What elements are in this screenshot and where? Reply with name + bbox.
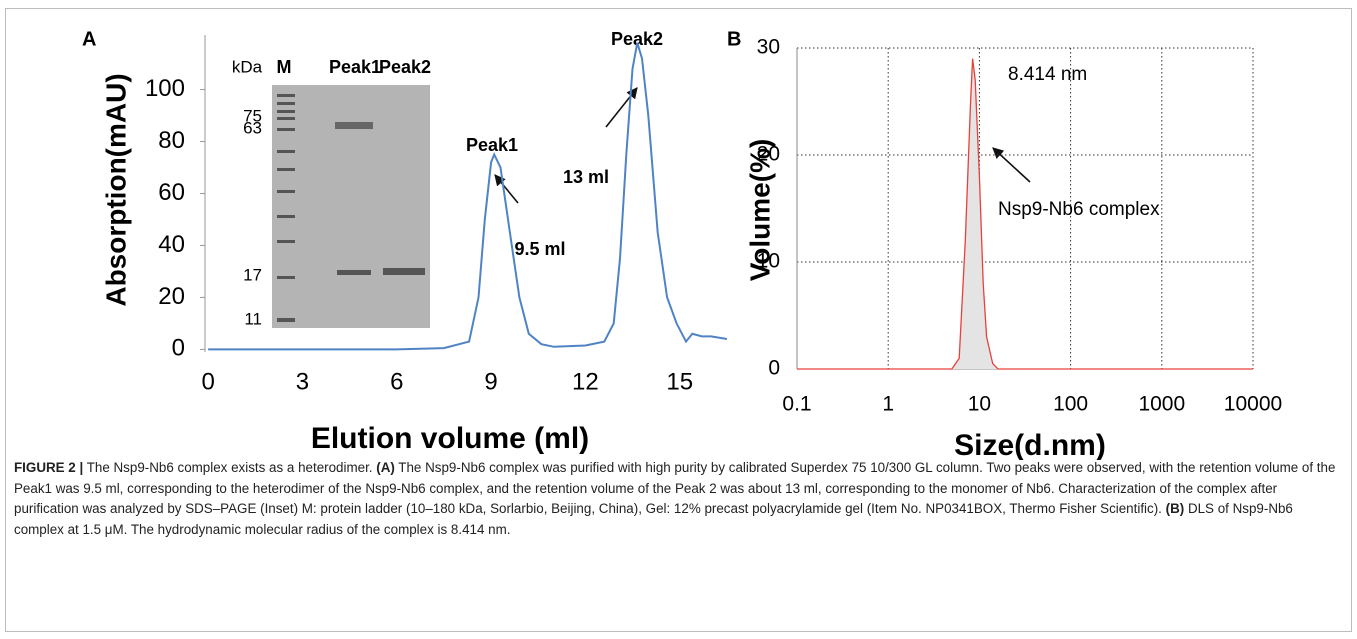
y-tick-label: 40 (158, 231, 185, 258)
y-tick-label: 20 (757, 143, 780, 166)
x-tick-label: 100 (1053, 393, 1088, 416)
x-tick-label: 15 (666, 368, 693, 395)
caption: FIGURE 2 | The Nsp9-Nb6 complex exists a… (14, 458, 1344, 540)
x-tick-label: 1 (882, 393, 894, 416)
gel-header: M (277, 57, 292, 77)
caption-text: DLS of Nsp9-Nb6 complex at 1.5 μM. The h… (14, 501, 1293, 537)
y-tick-label: 0 (172, 335, 185, 362)
gel-marker-label: 75 (243, 106, 262, 125)
x-tick-label: 1000 (1138, 393, 1185, 416)
y-tick-label: 10 (757, 250, 780, 273)
panel-label: A (82, 28, 96, 50)
caption-text: The Nsp9-Nb6 complex was purified with h… (14, 460, 1336, 516)
caption-text: (B) (1165, 501, 1185, 516)
x-axis-label: Size(d.nm) (954, 429, 1106, 460)
x-tick-label: 3 (296, 368, 309, 395)
y-tick-label: 60 (158, 179, 185, 206)
arrow (992, 147, 1031, 183)
gel-inset (272, 85, 430, 328)
x-tick-label: 9 (484, 368, 497, 395)
gel-header: Peak1 (329, 57, 381, 77)
annotation: 8.414 nm (1008, 64, 1087, 85)
gel-marker-label: 63 (243, 118, 262, 137)
caption-text: (A) (376, 460, 395, 475)
x-tick-label: 0 (201, 368, 214, 395)
x-axis-label: Elution volume (ml) (311, 422, 589, 455)
line (208, 42, 728, 351)
y-tick-label: 30 (757, 36, 780, 59)
x-tick-label: 10 (968, 393, 991, 416)
gel-marker-label: 11 (244, 309, 262, 328)
arrow (605, 87, 638, 128)
gel-header: Peak2 (379, 57, 431, 77)
caption-label: FIGURE 2 | (14, 460, 84, 475)
y-tick-label: 0 (768, 357, 780, 380)
figure-frame (5, 8, 1352, 632)
annotation: Nsp9-Nb6 complex (998, 199, 1160, 220)
arrow (494, 174, 519, 204)
annotation: 13 ml (563, 167, 609, 187)
gel-header: kDa (232, 57, 263, 76)
y-tick-label: 80 (158, 127, 185, 154)
x-tick-label: 0.1 (782, 393, 811, 416)
y-tick-label: 100 (145, 75, 185, 102)
y-tick-label: 20 (158, 283, 185, 310)
panel-label: B (727, 28, 741, 50)
caption-text: The Nsp9-Nb6 complex exists as a heterod… (83, 460, 377, 475)
gel-marker-label: 17 (243, 265, 262, 284)
line (797, 58, 1253, 370)
x-tick-label: 10000 (1224, 393, 1282, 416)
annotation: 9.5 ml (514, 239, 565, 259)
x-tick-label: 6 (390, 368, 403, 395)
annotation: Peak1 (466, 135, 518, 155)
x-tick-label: 12 (572, 368, 599, 395)
y-axis-label: Absorption(mAU) (100, 73, 131, 306)
annotation: Peak2 (611, 29, 663, 49)
y-axis-label: Volume(%) (744, 139, 775, 282)
